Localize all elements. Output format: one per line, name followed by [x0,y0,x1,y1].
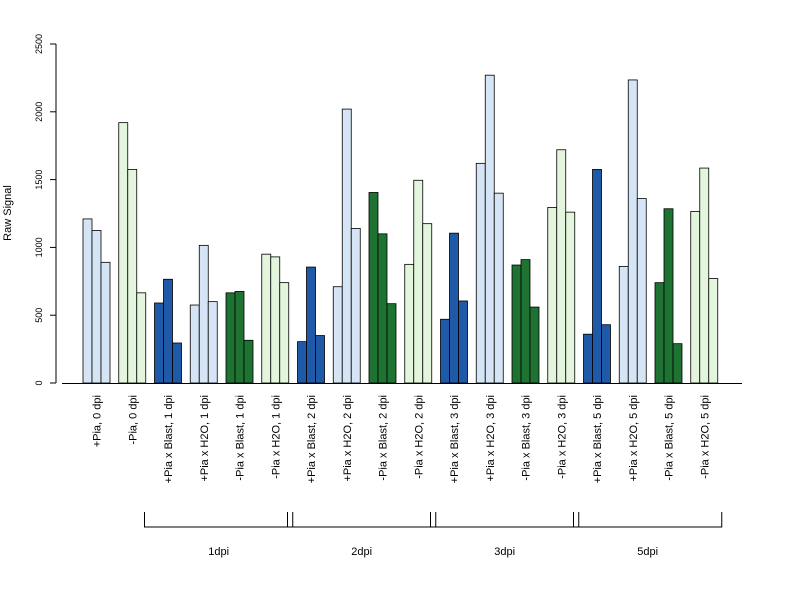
bar-17-2 [708,278,719,384]
bar-15-2 [636,198,647,384]
x-tick-label: -Pia x H2O, 5 dpi [699,395,711,479]
bar-17-0 [690,211,701,384]
bar-5-1 [270,256,281,384]
bar-5-0 [261,253,272,384]
x-tick-label: -Pia x Blast, 1 dpi [235,395,247,481]
y-axis: 0 500 1000 1500 2000 2500 [34,34,57,386]
x-tick-label: +Pia x Blast, 5 dpi [592,395,604,483]
bar-13-1 [556,149,567,384]
bar-8-0 [368,192,379,384]
bar-8-2 [386,303,397,384]
bar-9-2 [422,223,433,384]
bar-15-1 [627,79,638,384]
x-tick-label: +Pia x Blast, 3 dpi [449,395,461,483]
bar-0-1 [91,230,102,384]
group-label: 1dpi [208,546,229,558]
bar-14-0 [583,333,593,384]
x-tick-label: +Pia x H2O, 5 dpi [628,395,640,482]
bar-12-1 [520,259,531,384]
bar-0-0 [82,218,93,384]
x-tick-label: -Pia x H2O, 3 dpi [556,395,568,479]
group-label: 5dpi [637,546,658,558]
group-bracket-5dpi [573,512,723,528]
x-tick-label: -Pia x H2O, 2 dpi [413,395,425,479]
bar-2-2 [172,342,182,384]
bar-2-1 [163,278,173,384]
bar-0-2 [100,261,111,384]
bar-16-0 [654,282,665,384]
bar-16-1 [663,208,674,384]
bar-11-1 [484,74,495,384]
bar-14-2 [601,324,611,384]
bar-4-0 [225,292,236,384]
bar-11-2 [493,192,504,384]
bar-9-0 [404,263,415,384]
bars [82,74,719,384]
x-tick-label: -Pia x Blast, 2 dpi [378,395,390,481]
x-tick-label: -Pia x Blast, 3 dpi [521,395,533,481]
bar-1-1 [127,169,138,384]
bar-12-0 [511,264,522,384]
bar-16-2 [672,343,683,384]
bar-9-1 [413,179,424,384]
bar-3-1 [198,244,209,384]
y-tick-label: 1500 [34,170,44,190]
y-tick-label: 0 [34,380,44,385]
group-bracket-2dpi [287,512,437,528]
bar-17-1 [699,167,710,384]
bar-1-0 [118,122,129,384]
bar-13-0 [547,206,558,384]
bar-5-2 [279,282,290,384]
bar-7-1 [341,108,352,384]
bar-6-2 [315,335,325,384]
bar-6-0 [297,341,307,384]
bar-7-0 [332,286,343,384]
bar-7-2 [350,228,361,384]
x-tick-label: -Pia x Blast, 5 dpi [664,395,676,481]
group-label: 2dpi [351,546,372,558]
x-tick-label: +Pia x H2O, 3 dpi [485,395,497,482]
bar-11-0 [475,162,486,384]
y-axis-label: Raw Signal [2,185,14,241]
group-label: 3dpi [494,546,515,558]
bar-10-0 [440,318,450,384]
bar-4-2 [243,339,254,384]
group-bracket-1dpi [144,512,294,528]
x-tick-label: +Pia x Blast, 1 dpi [163,395,175,483]
y-tick-label: 2500 [34,34,44,54]
x-tick-label: +Pia, 0 dpi [92,395,104,447]
y-tick-label: 500 [34,308,44,323]
x-tick-label: -Pia x H2O, 1 dpi [270,395,282,479]
bar-2-0 [154,302,164,384]
bar-8-1 [377,233,388,384]
group-bracket-3dpi [430,512,580,528]
y-tick-label: 2000 [34,102,44,122]
bar-1-2 [136,292,147,384]
x-tick-label: +Pia x Blast, 2 dpi [306,395,318,483]
bar-13-2 [565,211,576,384]
x-tick-labels: +Pia, 0 dpi -Pia, 0 dpi +Pia x Blast, 1 dp… [92,395,712,483]
dpi-groups: 1dpi 2dpi 3dpi 5dpi [144,512,723,558]
bar-6-1 [306,266,316,384]
bar-14-1 [592,169,602,384]
bar-10-1 [449,232,459,384]
y-tick-label: 1000 [34,237,44,257]
x-tick-label: +Pia x H2O, 1 dpi [199,395,211,482]
bar-10-2 [458,300,468,384]
bar-3-2 [207,301,218,384]
bar-15-0 [618,265,629,384]
x-tick-label: +Pia x H2O, 2 dpi [342,395,354,482]
bar-3-0 [189,304,200,384]
x-tick-label: -Pia, 0 dpi [127,395,139,445]
bar-12-2 [529,306,540,384]
bar-4-1 [234,291,245,384]
